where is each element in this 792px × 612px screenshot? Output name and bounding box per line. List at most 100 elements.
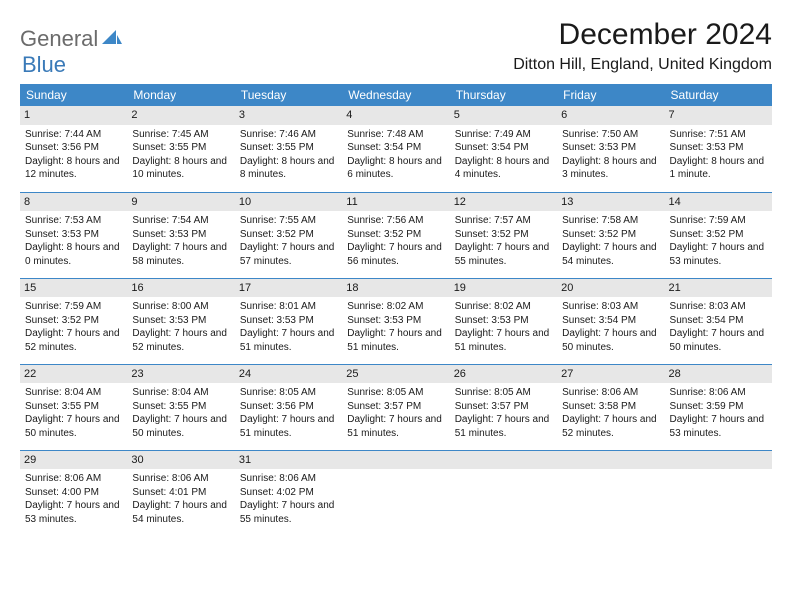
- calendar-day-cell: 7 Sunrise: 7:51 AMSunset: 3:53 PMDaylight…: [665, 106, 772, 192]
- day-details: Sunrise: 7:59 AMSunset: 3:52 PMDaylight:…: [24, 300, 123, 354]
- page-title: December 2024: [513, 18, 772, 52]
- day-details: Sunrise: 7:48 AMSunset: 3:54 PMDaylight:…: [346, 128, 445, 182]
- calendar-day-cell: 23 Sunrise: 8:04 AMSunset: 3:55 PMDayligh…: [127, 364, 234, 450]
- day-details: Sunrise: 7:49 AMSunset: 3:54 PMDaylight:…: [454, 128, 553, 182]
- day-number: 24: [235, 365, 342, 384]
- calendar-day-cell: 25 Sunrise: 8:05 AMSunset: 3:57 PMDayligh…: [342, 364, 449, 450]
- day-number: 20: [557, 279, 664, 298]
- calendar-day-cell: 30Sunrise: 8:06 AMSunset: 4:01 PMDayligh…: [127, 450, 234, 536]
- day-number: 5: [450, 106, 557, 125]
- day-number: 17: [235, 279, 342, 298]
- calendar-day-cell: 21Sunrise: 8:03 AMSunset: 3:54 PMDayligh…: [665, 278, 772, 364]
- day-details: Sunrise: 8:01 AMSunset: 3:53 PMDaylight:…: [239, 300, 338, 354]
- day-number: 27: [557, 365, 664, 384]
- calendar-week: 15Sunrise: 7:59 AMSunset: 3:52 PMDayligh…: [20, 278, 772, 364]
- day-details: Sunrise: 8:06 AMSunset: 4:00 PMDaylight:…: [24, 472, 123, 526]
- calendar-day-cell: 15Sunrise: 7:59 AMSunset: 3:52 PMDayligh…: [20, 278, 127, 364]
- day-number: 6: [557, 106, 664, 125]
- sail-icon: [102, 30, 122, 46]
- calendar-day-cell: 22Sunrise: 8:04 AMSunset: 3:55 PMDayligh…: [20, 364, 127, 450]
- header: General Blue December 2024 Ditton Hill, …: [20, 18, 772, 80]
- day-number: 19: [450, 279, 557, 298]
- calendar-day-cell: 31 Sunrise: 8:06 AMSunset: 4:02 PMDayligh…: [235, 450, 342, 536]
- calendar-week: 22Sunrise: 8:04 AMSunset: 3:55 PMDayligh…: [20, 364, 772, 450]
- calendar-day-cell: 29 Sunrise: 8:06 AMSunset: 4:00 PMDayligh…: [20, 450, 127, 536]
- weekday-header: Monday: [127, 84, 234, 106]
- day-details: Sunrise: 7:45 AMSunset: 3:55 PMDaylight:…: [131, 128, 230, 182]
- weekday-header: Saturday: [665, 84, 772, 106]
- weekday-header: Tuesday: [235, 84, 342, 106]
- day-number: 21: [665, 279, 772, 298]
- calendar-day-cell: 1Sunrise: 7:44 AMSunset: 3:56 PMDaylight…: [20, 106, 127, 192]
- day-number: [342, 451, 449, 470]
- day-details: Sunrise: 7:59 AMSunset: 3:52 PMDaylight:…: [669, 214, 768, 268]
- day-details: Sunrise: 7:50 AMSunset: 3:53 PMDaylight:…: [561, 128, 660, 182]
- calendar-day-cell: 17 Sunrise: 8:01 AMSunset: 3:53 PMDayligh…: [235, 278, 342, 364]
- day-details: Sunrise: 8:05 AMSunset: 3:57 PMDaylight:…: [346, 386, 445, 440]
- calendar-day-cell: 24 Sunrise: 8:05 AMSunset: 3:56 PMDayligh…: [235, 364, 342, 450]
- calendar-day-cell: 14 Sunrise: 7:59 AMSunset: 3:52 PMDayligh…: [665, 192, 772, 278]
- day-details: Sunrise: 8:05 AMSunset: 3:57 PMDaylight:…: [454, 386, 553, 440]
- day-details: Sunrise: 7:56 AMSunset: 3:52 PMDaylight:…: [346, 214, 445, 268]
- day-number: 13: [557, 193, 664, 212]
- calendar-table: SundayMondayTuesdayWednesdayThursdayFrid…: [20, 84, 772, 536]
- day-number: 26: [450, 365, 557, 384]
- calendar-day-cell: 10 Sunrise: 7:55 AMSunset: 3:52 PMDayligh…: [235, 192, 342, 278]
- day-details: Sunrise: 8:06 AMSunset: 4:01 PMDaylight:…: [131, 472, 230, 526]
- calendar-day-cell: 11 Sunrise: 7:56 AMSunset: 3:52 PMDayligh…: [342, 192, 449, 278]
- logo-text: General Blue: [20, 26, 122, 78]
- calendar-day-cell: 3Sunrise: 7:46 AMSunset: 3:55 PMDaylight…: [235, 106, 342, 192]
- day-number: 8: [20, 193, 127, 212]
- calendar-day-cell: 18Sunrise: 8:02 AMSunset: 3:53 PMDayligh…: [342, 278, 449, 364]
- day-number: 31: [235, 451, 342, 470]
- day-number: 12: [450, 193, 557, 212]
- day-number: [557, 451, 664, 470]
- calendar-day-cell: [665, 450, 772, 536]
- day-number: [665, 451, 772, 470]
- calendar-day-cell: 26 Sunrise: 8:05 AMSunset: 3:57 PMDayligh…: [450, 364, 557, 450]
- day-details: Sunrise: 7:51 AMSunset: 3:53 PMDaylight:…: [669, 128, 768, 182]
- calendar-day-cell: 27Sunrise: 8:06 AMSunset: 3:58 PMDayligh…: [557, 364, 664, 450]
- day-details: Sunrise: 8:02 AMSunset: 3:53 PMDaylight:…: [346, 300, 445, 354]
- day-number: 14: [665, 193, 772, 212]
- logo-word-2: Blue: [22, 52, 66, 77]
- day-number: 23: [127, 365, 234, 384]
- calendar-day-cell: 16 Sunrise: 8:00 AMSunset: 3:53 PMDayligh…: [127, 278, 234, 364]
- calendar-body: 1Sunrise: 7:44 AMSunset: 3:56 PMDaylight…: [20, 106, 772, 536]
- day-number: 28: [665, 365, 772, 384]
- calendar-day-cell: 8 Sunrise: 7:53 AMSunset: 3:53 PMDaylight…: [20, 192, 127, 278]
- day-number: 1: [20, 106, 127, 125]
- calendar-day-cell: 6 Sunrise: 7:50 AMSunset: 3:53 PMDaylight…: [557, 106, 664, 192]
- calendar-day-cell: 2Sunrise: 7:45 AMSunset: 3:55 PMDaylight…: [127, 106, 234, 192]
- location-subtitle: Ditton Hill, England, United Kingdom: [513, 56, 772, 74]
- title-block: December 2024 Ditton Hill, England, Unit…: [513, 18, 772, 80]
- day-number: 29: [20, 451, 127, 470]
- day-details: Sunrise: 8:04 AMSunset: 3:55 PMDaylight:…: [24, 386, 123, 440]
- day-number: [450, 451, 557, 470]
- weekday-header: Thursday: [450, 84, 557, 106]
- day-number: 11: [342, 193, 449, 212]
- weekday-header: Wednesday: [342, 84, 449, 106]
- calendar-header: SundayMondayTuesdayWednesdayThursdayFrid…: [20, 84, 772, 106]
- day-details: Sunrise: 8:03 AMSunset: 3:54 PMDaylight:…: [561, 300, 660, 354]
- day-details: Sunrise: 8:05 AMSunset: 3:56 PMDaylight:…: [239, 386, 338, 440]
- day-number: 4: [342, 106, 449, 125]
- day-number: 3: [235, 106, 342, 125]
- calendar-day-cell: 5 Sunrise: 7:49 AMSunset: 3:54 PMDaylight…: [450, 106, 557, 192]
- day-number: 10: [235, 193, 342, 212]
- day-details: Sunrise: 8:04 AMSunset: 3:55 PMDaylight:…: [131, 386, 230, 440]
- day-details: Sunrise: 8:06 AMSunset: 4:02 PMDaylight:…: [239, 472, 338, 526]
- calendar-day-cell: 19Sunrise: 8:02 AMSunset: 3:53 PMDayligh…: [450, 278, 557, 364]
- day-details: Sunrise: 8:06 AMSunset: 3:59 PMDaylight:…: [669, 386, 768, 440]
- calendar-day-cell: [342, 450, 449, 536]
- day-details: Sunrise: 7:53 AMSunset: 3:53 PMDaylight:…: [24, 214, 123, 268]
- day-number: 25: [342, 365, 449, 384]
- calendar-week: 8 Sunrise: 7:53 AMSunset: 3:53 PMDaylight…: [20, 192, 772, 278]
- day-details: Sunrise: 7:55 AMSunset: 3:52 PMDaylight:…: [239, 214, 338, 268]
- day-number: 7: [665, 106, 772, 125]
- day-details: Sunrise: 8:00 AMSunset: 3:53 PMDaylight:…: [131, 300, 230, 354]
- day-number: 16: [127, 279, 234, 298]
- logo-word-1: General: [20, 26, 98, 51]
- weekday-header: Friday: [557, 84, 664, 106]
- weekday-header: Sunday: [20, 84, 127, 106]
